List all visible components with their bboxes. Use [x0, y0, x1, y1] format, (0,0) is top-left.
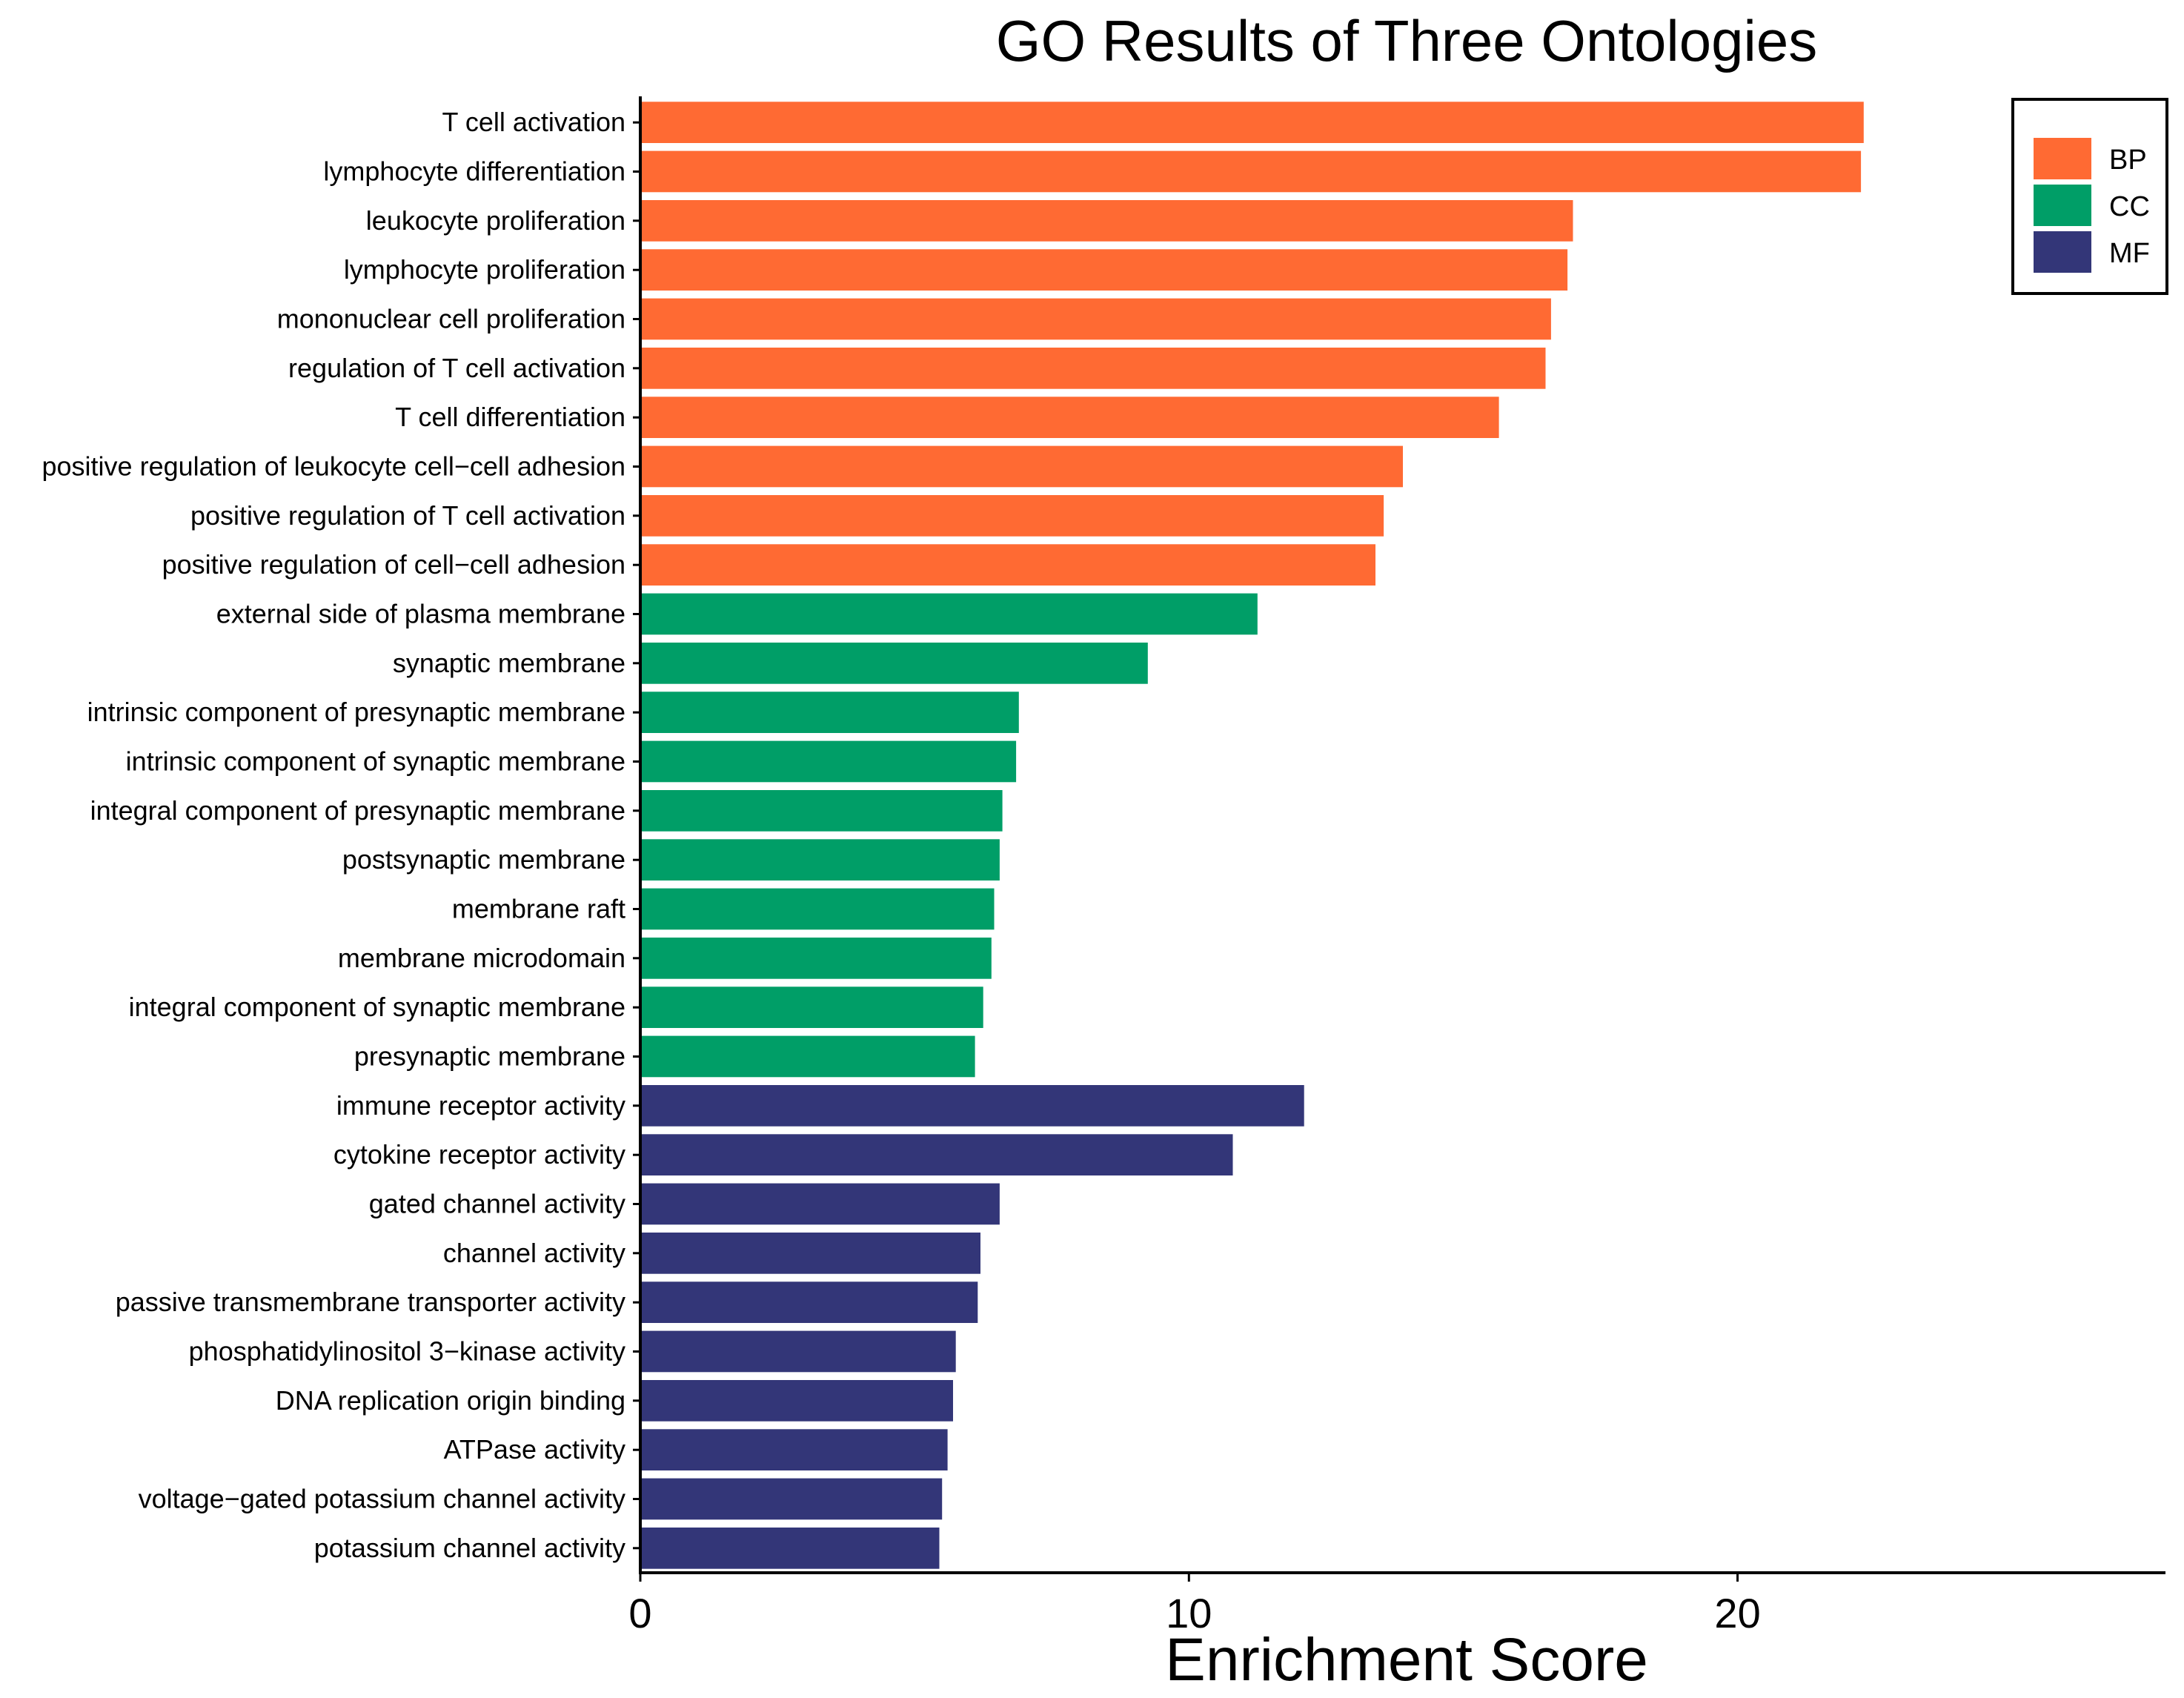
bar-19 [640, 986, 983, 1028]
x-tick-label: 0 [628, 1590, 651, 1636]
category-label: voltage−gated potassium channel activity [139, 1484, 625, 1514]
category-labels-group: T cell activation lymphocyte differentiat… [42, 107, 625, 1563]
category-label: synaptic membrane [393, 648, 625, 678]
category-label: potassium channel activity [314, 1533, 625, 1563]
bar-7 [640, 397, 1499, 438]
category-label: gated channel activity [369, 1189, 625, 1219]
bar-2 [640, 150, 1862, 193]
category-label: integral component of synaptic membrane [129, 992, 625, 1022]
category-label: phosphatidylinositol 3−kinase activity [189, 1336, 625, 1367]
category-label: lymphocyte proliferation [344, 254, 625, 285]
category-label: presynaptic membrane [354, 1041, 625, 1072]
x-tick-label: 20 [1714, 1590, 1760, 1636]
category-label: regulation of T cell activation [288, 353, 625, 383]
category-label: postsynaptic membrane [342, 844, 625, 875]
bar-29 [640, 1478, 943, 1520]
legend-swatch-bp [2034, 138, 2091, 179]
legend-label-cc: CC [2109, 191, 2150, 222]
legend-label-mf: MF [2109, 238, 2150, 269]
bar-18 [640, 938, 992, 979]
category-label: external side of plasma membrane [216, 599, 625, 629]
bar-5 [640, 298, 1551, 340]
bar-15 [640, 790, 1003, 832]
bar-24 [640, 1233, 980, 1274]
bar-9 [640, 495, 1384, 537]
category-label: positive regulation of cell−cell adhesio… [162, 549, 625, 580]
bar-1 [640, 102, 1864, 143]
category-label: channel activity [443, 1238, 625, 1268]
bar-23 [640, 1183, 1000, 1225]
bar-6 [640, 348, 1546, 389]
bar-16 [640, 839, 1000, 880]
bar-26 [640, 1330, 956, 1373]
x-axis-title: Enrichment Score [1165, 1626, 1648, 1694]
category-label: membrane raft [452, 894, 625, 924]
category-label: leukocyte proliferation [366, 205, 625, 236]
bar-10 [640, 544, 1375, 586]
category-label: positive regulation of T cell activation [190, 500, 625, 531]
bar-21 [640, 1085, 1304, 1127]
category-label: immune receptor activity [336, 1090, 625, 1121]
axes-group: 0 10 20 [628, 96, 2165, 1636]
bar-17 [640, 888, 995, 930]
bar-8 [640, 445, 1403, 488]
bar-14 [640, 740, 1017, 783]
category-label: ATPase activity [444, 1434, 625, 1465]
legend: BP CC MF [2011, 98, 2168, 295]
category-label: membrane microdomain [338, 943, 625, 973]
category-label: intrinsic component of synaptic membrane [126, 746, 625, 777]
category-label: intrinsic component of presynaptic membr… [87, 697, 625, 727]
bar-20 [640, 1035, 975, 1078]
category-label: passive transmembrane transporter activi… [116, 1287, 625, 1317]
category-label: integral component of presynaptic membra… [90, 795, 625, 826]
bar-27 [640, 1380, 953, 1422]
category-label: lymphocyte differentiation [323, 156, 625, 187]
x-tick-label: 10 [1166, 1590, 1212, 1636]
category-label: DNA replication origin binding [276, 1385, 625, 1416]
bar-25 [640, 1281, 978, 1323]
legend-swatch-cc [2034, 185, 2091, 226]
category-label: cytokine receptor activity [333, 1139, 625, 1170]
category-label: T cell differentiation [395, 402, 625, 432]
chart-title: GO Results of Three Ontologies [996, 8, 1817, 73]
bar-22 [640, 1134, 1233, 1175]
bar-11 [640, 593, 1258, 635]
legend-label-bp: BP [2109, 145, 2147, 176]
bar-28 [640, 1429, 948, 1470]
bar-30 [640, 1528, 940, 1569]
category-label: T cell activation [442, 107, 625, 137]
bar-13 [640, 692, 1019, 733]
bar-3 [640, 200, 1573, 242]
bars-group [640, 102, 1864, 1569]
bar-4 [640, 249, 1568, 291]
bar-12 [640, 643, 1148, 684]
category-label: positive regulation of leukocyte cell−ce… [42, 451, 625, 482]
category-label: mononuclear cell proliferation [277, 304, 625, 334]
legend-swatch-mf [2034, 231, 2091, 273]
